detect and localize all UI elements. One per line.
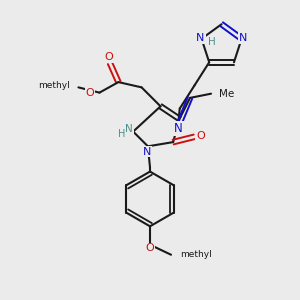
Text: methyl: methyl xyxy=(38,81,70,90)
Text: N: N xyxy=(196,33,205,43)
Text: N: N xyxy=(125,124,133,134)
Text: N: N xyxy=(143,147,151,157)
Text: N: N xyxy=(174,122,183,135)
Text: H: H xyxy=(118,129,125,139)
Text: Me: Me xyxy=(220,89,235,99)
Text: O: O xyxy=(196,131,205,141)
Text: methyl: methyl xyxy=(181,250,212,259)
Text: O: O xyxy=(85,88,94,98)
Text: N: N xyxy=(238,33,247,43)
Text: O: O xyxy=(146,243,154,254)
Text: H: H xyxy=(208,37,216,47)
Text: O: O xyxy=(105,52,113,62)
